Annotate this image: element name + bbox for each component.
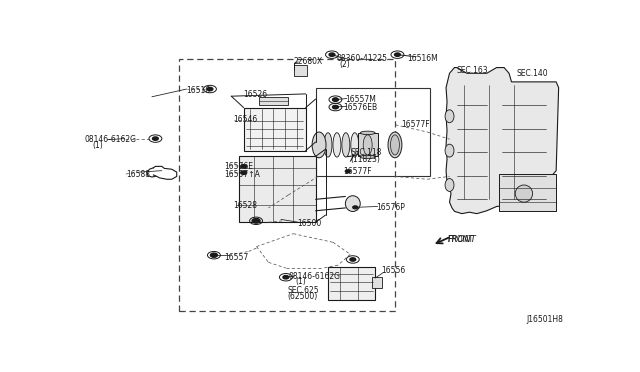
Circle shape <box>333 98 338 101</box>
Ellipse shape <box>360 131 375 135</box>
Circle shape <box>329 53 335 56</box>
Text: SEC.625: SEC.625 <box>287 286 319 295</box>
Ellipse shape <box>362 133 374 157</box>
Bar <box>259 97 288 105</box>
Text: 16576P: 16576P <box>376 203 406 212</box>
Text: SEC.118: SEC.118 <box>350 148 381 157</box>
Text: 16526: 16526 <box>244 90 268 99</box>
Text: 16516: 16516 <box>187 86 211 95</box>
Circle shape <box>252 218 260 223</box>
Text: 16516M: 16516M <box>408 54 438 64</box>
Text: 16577F: 16577F <box>401 121 430 129</box>
Ellipse shape <box>315 133 323 157</box>
Circle shape <box>152 137 158 140</box>
Text: 08360-41225: 08360-41225 <box>337 54 388 64</box>
Ellipse shape <box>351 133 359 157</box>
Text: 16576E: 16576E <box>224 161 253 171</box>
Ellipse shape <box>342 133 350 157</box>
Text: (1): (1) <box>296 277 307 286</box>
Text: FRONT: FRONT <box>448 235 477 244</box>
Bar <box>499 173 556 211</box>
Ellipse shape <box>445 144 454 157</box>
Text: 08146-6162G: 08146-6162G <box>85 135 137 144</box>
Text: 16557M: 16557M <box>346 94 376 103</box>
Text: (2): (2) <box>339 60 350 69</box>
Ellipse shape <box>312 132 326 158</box>
Text: FRONT: FRONT <box>447 235 473 244</box>
Polygon shape <box>446 68 559 214</box>
Circle shape <box>333 98 339 101</box>
Text: SEC.140: SEC.140 <box>516 69 548 78</box>
Ellipse shape <box>364 135 372 155</box>
Ellipse shape <box>445 110 454 123</box>
Text: SEC.163: SEC.163 <box>457 66 488 75</box>
Circle shape <box>241 165 246 168</box>
Bar <box>358 134 378 156</box>
Text: 16577F: 16577F <box>343 167 371 176</box>
Circle shape <box>353 206 358 209</box>
Ellipse shape <box>515 185 532 202</box>
Bar <box>179 59 395 311</box>
Text: J16501H8: J16501H8 <box>527 315 563 324</box>
Text: 16556: 16556 <box>381 266 406 275</box>
Ellipse shape <box>390 135 399 155</box>
Bar <box>239 156 316 222</box>
Text: 16588: 16588 <box>126 170 150 179</box>
Text: 16500: 16500 <box>297 219 321 228</box>
Bar <box>244 108 306 151</box>
Circle shape <box>207 87 213 91</box>
Text: 16557↑A: 16557↑A <box>224 170 260 179</box>
Ellipse shape <box>360 133 368 157</box>
Text: (62500): (62500) <box>287 292 317 301</box>
Circle shape <box>350 258 356 261</box>
Circle shape <box>346 170 350 173</box>
Text: (1): (1) <box>92 141 103 150</box>
Text: 16576EB: 16576EB <box>343 103 377 112</box>
Text: 22680X: 22680X <box>293 57 323 66</box>
Circle shape <box>211 253 217 257</box>
Circle shape <box>394 53 401 56</box>
Text: 16557: 16557 <box>224 253 248 262</box>
Bar <box>372 277 381 288</box>
Circle shape <box>253 219 259 222</box>
Bar <box>328 267 375 299</box>
Text: 08146-6162G: 08146-6162G <box>288 272 340 280</box>
Bar <box>294 65 307 76</box>
Ellipse shape <box>346 196 360 212</box>
Text: 16546: 16546 <box>233 115 257 124</box>
Circle shape <box>241 171 246 174</box>
Ellipse shape <box>388 132 402 158</box>
Circle shape <box>211 253 218 257</box>
Circle shape <box>283 276 289 279</box>
Text: (11823): (11823) <box>350 155 380 164</box>
Circle shape <box>333 106 338 109</box>
Circle shape <box>333 105 339 109</box>
Text: 16528: 16528 <box>233 201 257 209</box>
Ellipse shape <box>360 155 375 158</box>
Ellipse shape <box>445 179 454 192</box>
Bar <box>316 87 429 176</box>
Ellipse shape <box>333 133 341 157</box>
Ellipse shape <box>324 133 332 157</box>
